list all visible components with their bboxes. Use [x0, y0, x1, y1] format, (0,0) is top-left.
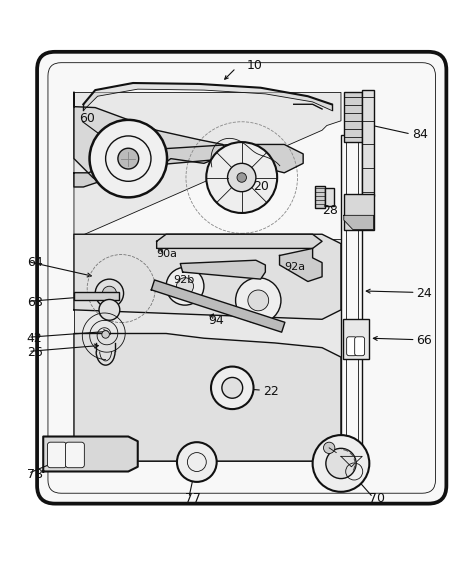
Text: 68: 68 [27, 296, 43, 309]
Bar [344, 92, 362, 142]
Polygon shape [74, 333, 341, 461]
Text: 77: 77 [185, 493, 201, 506]
Bar [362, 90, 374, 196]
Polygon shape [341, 457, 362, 467]
Bar [344, 194, 374, 230]
Polygon shape [280, 248, 322, 282]
Circle shape [102, 330, 109, 338]
Circle shape [166, 267, 204, 305]
Circle shape [323, 442, 335, 454]
Text: 78: 78 [27, 468, 43, 481]
Polygon shape [156, 234, 322, 248]
Circle shape [237, 173, 246, 182]
FancyBboxPatch shape [346, 337, 356, 356]
Text: 28: 28 [322, 204, 338, 217]
Circle shape [99, 300, 120, 320]
Polygon shape [74, 239, 341, 461]
Circle shape [102, 286, 117, 301]
FancyBboxPatch shape [37, 52, 447, 504]
Polygon shape [74, 92, 341, 239]
Circle shape [90, 120, 167, 198]
FancyBboxPatch shape [65, 442, 84, 468]
Text: 66: 66 [417, 334, 432, 347]
Text: 42: 42 [27, 332, 43, 345]
Bar [341, 135, 362, 457]
Circle shape [326, 448, 356, 479]
Bar [343, 319, 369, 360]
Circle shape [211, 367, 254, 409]
Text: 26: 26 [27, 346, 43, 359]
Polygon shape [83, 83, 331, 110]
Bar [74, 292, 119, 301]
Polygon shape [74, 234, 341, 319]
Text: 24: 24 [417, 287, 432, 300]
Circle shape [177, 442, 217, 482]
Polygon shape [43, 436, 138, 471]
Text: 70: 70 [369, 493, 385, 506]
Bar [315, 186, 325, 208]
Polygon shape [74, 92, 228, 196]
Text: 92b: 92b [173, 275, 194, 285]
Circle shape [313, 435, 369, 492]
Text: 10: 10 [246, 59, 262, 72]
Circle shape [228, 163, 256, 192]
Bar [325, 188, 334, 206]
Circle shape [236, 278, 281, 323]
Polygon shape [74, 145, 303, 187]
Polygon shape [151, 280, 285, 332]
Text: 84: 84 [412, 128, 428, 141]
Text: 20: 20 [254, 181, 269, 194]
Circle shape [206, 142, 277, 213]
Text: 22: 22 [263, 385, 279, 397]
FancyBboxPatch shape [47, 442, 66, 468]
Circle shape [248, 290, 269, 311]
Circle shape [222, 377, 243, 398]
Circle shape [118, 148, 139, 169]
Circle shape [95, 279, 124, 307]
Text: 90a: 90a [156, 249, 178, 259]
FancyBboxPatch shape [355, 337, 365, 356]
Text: 92a: 92a [284, 262, 305, 272]
Polygon shape [344, 215, 374, 230]
Circle shape [176, 278, 193, 295]
Text: 64: 64 [27, 256, 43, 269]
Polygon shape [180, 260, 265, 279]
Text: 60: 60 [79, 112, 94, 125]
Text: 94: 94 [209, 314, 224, 327]
